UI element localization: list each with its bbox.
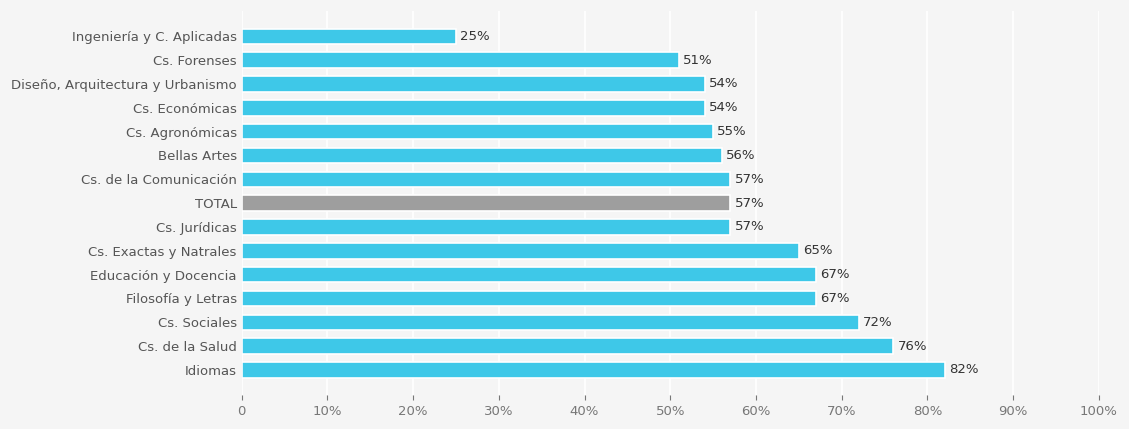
Text: 67%: 67% xyxy=(821,268,850,281)
Text: 65%: 65% xyxy=(803,244,833,257)
Bar xyxy=(242,267,816,282)
Text: 51%: 51% xyxy=(683,54,712,66)
Text: 55%: 55% xyxy=(717,125,747,138)
Bar xyxy=(242,219,730,235)
Bar xyxy=(242,362,945,378)
Bar xyxy=(242,291,816,306)
Text: 72%: 72% xyxy=(864,316,893,329)
Text: 25%: 25% xyxy=(461,30,490,43)
Bar xyxy=(242,76,704,92)
Text: 57%: 57% xyxy=(735,221,764,233)
Text: 67%: 67% xyxy=(821,292,850,305)
Bar xyxy=(242,148,721,163)
Bar xyxy=(242,314,859,330)
Bar xyxy=(242,29,456,44)
Bar xyxy=(242,52,679,68)
Text: 54%: 54% xyxy=(709,78,738,91)
Text: 82%: 82% xyxy=(948,363,979,377)
Bar xyxy=(242,195,730,211)
Bar xyxy=(242,172,730,187)
Text: 56%: 56% xyxy=(726,149,755,162)
Bar xyxy=(242,338,893,354)
Bar xyxy=(242,124,714,139)
Text: 57%: 57% xyxy=(735,173,764,186)
Text: 54%: 54% xyxy=(709,101,738,114)
Bar xyxy=(242,243,799,259)
Text: 57%: 57% xyxy=(735,196,764,210)
Text: 76%: 76% xyxy=(898,340,927,353)
Bar xyxy=(242,100,704,115)
